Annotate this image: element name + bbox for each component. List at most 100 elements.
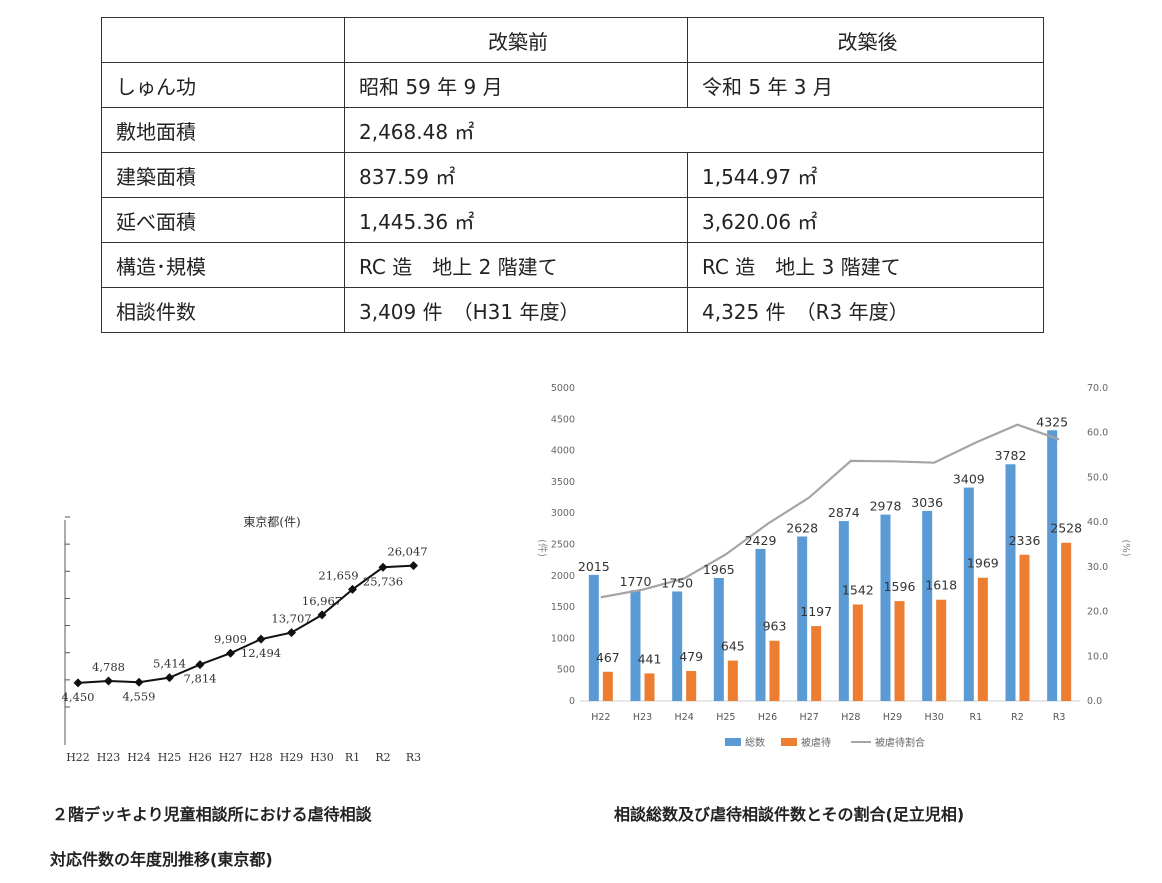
x-tick-label: H25 [158, 751, 182, 764]
data-label: 7,814 [184, 672, 217, 686]
row-label: 建築面積 [101, 152, 345, 198]
data-label-abuse: 2528 [1050, 521, 1082, 536]
bar-abuse [1061, 542, 1072, 701]
data-label: 4,450 [62, 690, 95, 704]
table-header-row: 改築前 改築後 [101, 17, 1044, 63]
y-tick-label-right: 20.0 [1087, 607, 1108, 618]
cell-after: 4,325 件 （R3 年度） [687, 287, 1044, 333]
y-tick-label-right: 50.0 [1087, 472, 1108, 483]
x-tick-label: H23 [633, 712, 652, 723]
x-tick-label: R3 [1053, 712, 1066, 723]
bar-abuse [811, 626, 822, 701]
table-row: 構造･規模 RC 造 地上 2 階建て RC 造 地上 3 階建て [101, 242, 1044, 288]
data-point [195, 660, 205, 670]
bar-total [922, 510, 933, 701]
y-tick-label-right: 30.0 [1087, 562, 1108, 573]
data-label-total: 2874 [828, 505, 860, 520]
y-tick-label-left: 4000 [551, 446, 575, 457]
x-tick-label: R2 [1011, 712, 1024, 723]
bar-total [672, 591, 683, 701]
x-tick-label: H28 [249, 751, 273, 764]
y-tick-label-left: 3000 [551, 508, 575, 519]
y-tick-label-left: 1500 [551, 602, 575, 613]
data-point [226, 648, 235, 658]
y-tick-label-right: 60.0 [1087, 428, 1108, 439]
data-point [256, 634, 266, 644]
data-label-total: 2015 [578, 559, 610, 574]
x-tick-label: H25 [716, 712, 735, 723]
data-label-abuse: 1542 [842, 582, 874, 597]
bar-abuse [936, 599, 947, 701]
cell-after: 3,620.06 ㎡ [687, 197, 1044, 243]
chart-background [525, 375, 1135, 765]
cell-after: 1,544.97 ㎡ [687, 152, 1044, 198]
bar-abuse [727, 660, 738, 701]
table-header-cell: 改築前 [344, 17, 688, 63]
data-label-abuse: 2336 [1009, 533, 1041, 548]
x-tick-label: H24 [127, 751, 151, 764]
bar-total [1005, 464, 1016, 701]
data-point [348, 584, 357, 594]
row-label: 構造･規模 [101, 242, 345, 288]
row-label: しゅん功 [101, 62, 345, 108]
y-tick-label-left: 3500 [551, 477, 575, 488]
caption-tokyo-line1: ２階デッキより児童相談所における虐待相談 [52, 805, 372, 824]
table-row: 相談件数 3,409 件 （H31 年度） 4,325 件 （R3 年度） [101, 287, 1044, 333]
chart-title: 東京都(件) [243, 515, 300, 529]
x-tick-label: H29 [883, 712, 902, 723]
data-label-total: 3409 [953, 472, 985, 487]
data-point [409, 561, 418, 571]
data-label-abuse: 1618 [925, 578, 957, 593]
data-label-total: 2429 [745, 533, 777, 548]
chart-legend: 総数 被虐待 被虐待割合 [725, 736, 925, 749]
bar-total [797, 536, 808, 701]
data-label-abuse: 963 [763, 619, 787, 634]
y-axis-label-left: (件) [536, 539, 548, 557]
table-header-cell: 改築後 [687, 17, 1044, 63]
bar-total [713, 577, 724, 701]
bar-abuse [1019, 554, 1030, 701]
data-label-abuse: 441 [638, 651, 662, 666]
y-tick-label-right: 10.0 [1087, 651, 1108, 662]
table-row: 敷地面積 2,468.48 ㎡ [101, 107, 1044, 153]
table-row: 建築面積 837.59 ㎡ 1,544.97 ㎡ [101, 152, 1044, 198]
legend-label-abuse: 被虐待 [801, 736, 831, 749]
bar-abuse [644, 673, 655, 701]
bar-total [838, 521, 849, 701]
cell-before: 昭和 59 年 9 月 [344, 62, 688, 108]
series-line [77, 564, 414, 684]
x-tick-label: H23 [97, 751, 121, 764]
bar-abuse [769, 640, 780, 701]
legend-label-ratio: 被虐待割合 [875, 736, 925, 749]
data-label-total: 2628 [786, 520, 818, 535]
data-label-total: 1770 [620, 574, 652, 589]
row-label: 延べ面積 [101, 197, 345, 243]
legend-label-total: 総数 [745, 736, 765, 749]
bar-abuse [977, 577, 988, 701]
x-tick-label: H27 [800, 712, 819, 723]
data-label: 5,414 [153, 657, 186, 671]
row-label: 相談件数 [101, 287, 345, 333]
bar-total [963, 487, 974, 701]
x-tick-label: H28 [841, 712, 860, 723]
y-tick-label-left: 0 [569, 696, 575, 707]
data-label: 16,967 [302, 594, 342, 608]
legend-swatch-abuse [781, 738, 797, 746]
data-label-abuse: 1197 [800, 604, 832, 619]
bar-total [880, 514, 891, 701]
data-label-total: 3036 [911, 495, 943, 510]
data-point [287, 628, 296, 638]
x-tick-label: R1 [970, 712, 983, 723]
x-tick-label: R1 [345, 751, 360, 764]
cell-merged: 2,468.48 ㎡ [344, 107, 1044, 153]
data-label-total: 1750 [661, 575, 693, 590]
adachi-consultation-combo-chart: 2015 467 1770 441 1750 479 1965 645 2429 963 2628 1… [525, 375, 1135, 765]
y-tick-label-left: 1000 [551, 633, 575, 644]
table-row: しゅん功 昭和 59 年 9 月 令和 5 年 3 月 [101, 62, 1044, 108]
y-tick-label-left: 4500 [551, 414, 575, 425]
row-label: 敷地面積 [101, 107, 345, 153]
x-tick-label: R3 [406, 751, 421, 764]
y-tick-label-right: 0.0 [1087, 696, 1102, 707]
bar-abuse [686, 671, 697, 701]
